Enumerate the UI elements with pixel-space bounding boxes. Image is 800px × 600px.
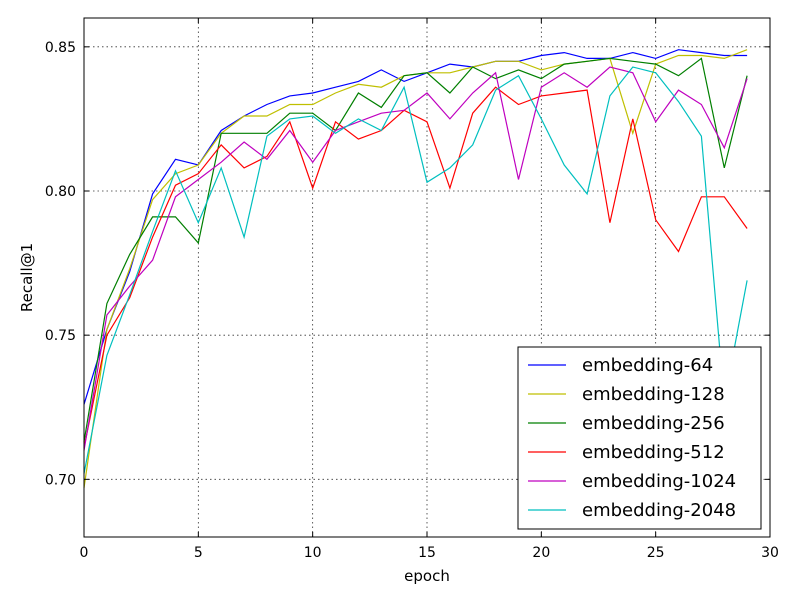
x-tick-label: 0 bbox=[80, 545, 89, 561]
x-tick-label: 10 bbox=[304, 545, 322, 561]
y-tick-label: 0.75 bbox=[45, 328, 76, 344]
legend-label: embedding-256 bbox=[582, 413, 725, 434]
legend-label: embedding-512 bbox=[582, 442, 725, 463]
x-tick-label: 15 bbox=[418, 545, 436, 561]
legend-label: embedding-128 bbox=[582, 384, 725, 405]
series-line-embedding-256 bbox=[83, 57, 748, 442]
y-axis-title: Recall@1 bbox=[18, 243, 36, 312]
legend: embedding-64 embedding-128 embedding-256 em… bbox=[517, 346, 762, 530]
series-line-embedding-1024 bbox=[83, 66, 748, 451]
series-line-embedding-2048 bbox=[83, 66, 748, 474]
legend-label: embedding-2048 bbox=[582, 500, 736, 521]
legend-item: embedding-64 bbox=[528, 355, 713, 376]
x-tick-label: 20 bbox=[532, 545, 550, 561]
x-tick-label: 30 bbox=[761, 545, 779, 561]
series-lines bbox=[83, 49, 748, 489]
legend-box bbox=[517, 346, 762, 530]
x-axis-title: epoch bbox=[404, 567, 450, 585]
legend-item: embedding-512 bbox=[528, 442, 725, 463]
legend-item: embedding-128 bbox=[528, 384, 725, 405]
legend-label: embedding-64 bbox=[582, 355, 713, 376]
x-tick-label: 25 bbox=[647, 545, 665, 561]
legend-item: embedding-1024 bbox=[528, 471, 736, 492]
legend-item: embedding-2048 bbox=[528, 500, 736, 521]
y-tick-label: 0.70 bbox=[45, 472, 76, 488]
series-line-embedding-64 bbox=[83, 49, 748, 405]
y-tick-label: 0.85 bbox=[45, 40, 76, 56]
legend-label: embedding-1024 bbox=[582, 471, 736, 492]
axis-ticks: 0 5 10 15 20 25 30 0.70 0.75 0.80 0.85 bbox=[45, 18, 779, 561]
y-tick-label: 0.80 bbox=[45, 184, 76, 200]
legend-item: embedding-256 bbox=[528, 413, 725, 434]
series-line-embedding-512 bbox=[83, 86, 748, 448]
x-tick-label: 5 bbox=[194, 545, 203, 561]
